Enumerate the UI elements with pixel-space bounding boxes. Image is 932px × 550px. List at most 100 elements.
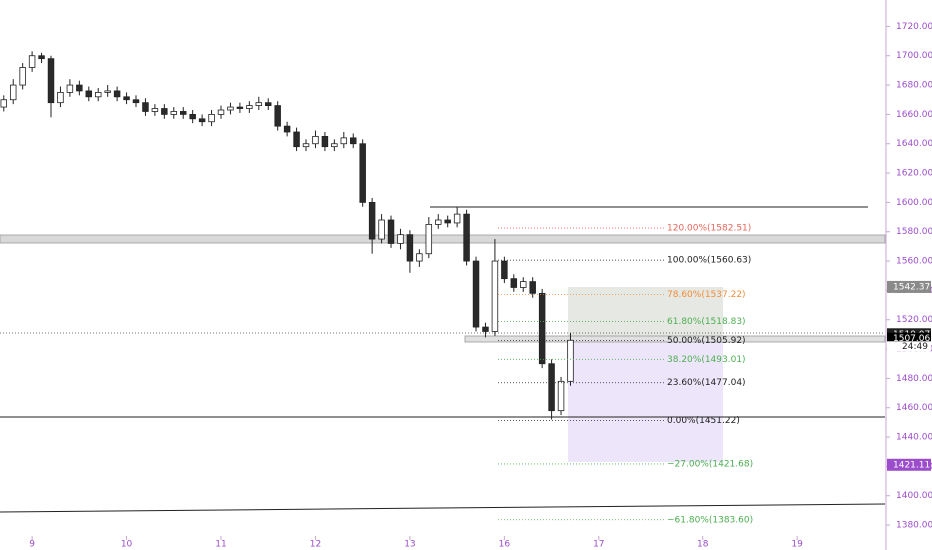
candle-body <box>444 219 451 224</box>
candle-body <box>283 125 291 133</box>
candle-body <box>255 102 263 106</box>
candle-body <box>491 260 499 332</box>
candle-body <box>198 118 206 123</box>
y-tick-label: 1380.00 <box>896 521 932 531</box>
candle-body <box>265 102 272 106</box>
candle-body <box>189 114 196 120</box>
x-tick-label: 17 <box>593 540 604 550</box>
candle-body <box>236 106 244 109</box>
price-tag-label: 1542.37 <box>893 282 930 292</box>
fib-label: −27.00%(1421.68) <box>667 459 753 469</box>
candle-body <box>19 67 26 86</box>
candle-body <box>246 105 253 109</box>
price-tag <box>887 280 931 293</box>
target-zone <box>568 338 723 462</box>
fib-label: 0.00%(1451.22) <box>667 416 740 426</box>
y-tick-label: 1580.00 <box>896 227 932 237</box>
candle-body <box>387 219 395 244</box>
candle-body <box>28 55 36 68</box>
fib-label: 78.60%(1537.22) <box>667 290 746 300</box>
price-tag-label: 1421.11 <box>893 460 930 470</box>
x-tick-label: 9 <box>29 540 35 550</box>
y-tick-label: 1720.00 <box>896 22 932 32</box>
entry-zone <box>464 335 886 343</box>
price-tag-label: 1507.06 <box>893 334 930 344</box>
y-tick-label: 1560.00 <box>896 257 932 267</box>
countdown-tag <box>887 341 931 352</box>
candle-body <box>501 260 508 280</box>
fib-label: −61.80%(1383.60) <box>667 515 753 525</box>
candle-body <box>368 201 376 240</box>
candle-body <box>350 137 357 145</box>
candle-body <box>66 84 74 93</box>
candle-body <box>321 135 329 148</box>
candles <box>0 51 574 420</box>
y-tick-label: 1700.00 <box>896 51 932 61</box>
candle-body <box>113 90 121 98</box>
candle-body <box>425 223 433 255</box>
stop-zone <box>568 287 723 338</box>
y-tick-label: 1600.00 <box>896 198 932 208</box>
candle-body <box>47 58 55 104</box>
candle-body <box>217 109 225 115</box>
y-tick-label: 1640.00 <box>896 139 932 149</box>
price-tag <box>887 458 931 471</box>
candle-body <box>132 99 140 104</box>
candle-body <box>397 234 404 244</box>
candle-body <box>104 90 111 93</box>
candle-body <box>161 108 168 115</box>
candle-body <box>57 92 64 104</box>
candle-body <box>340 137 348 145</box>
x-tick-label: 11 <box>215 540 226 550</box>
candle-body <box>274 105 281 127</box>
candle-body <box>180 111 187 115</box>
candle-body <box>406 234 414 262</box>
price-zone <box>0 234 886 244</box>
x-tick-label: 12 <box>310 540 321 550</box>
candle-body <box>227 106 234 111</box>
candle-body <box>302 143 310 148</box>
candle-body <box>378 219 385 240</box>
x-tick-label: 10 <box>121 540 133 550</box>
candle-body <box>94 92 102 98</box>
candle-body <box>9 84 17 101</box>
fib-label: 120.00%(1582.51) <box>667 224 751 234</box>
fib-label: 61.80%(1518.83) <box>667 317 746 327</box>
x-tick-label: 16 <box>499 540 511 550</box>
candle-body <box>208 114 215 123</box>
fib-label: 50.00%(1505.92) <box>667 336 746 346</box>
x-tick-label: 13 <box>404 540 415 550</box>
candle-body <box>359 143 366 203</box>
candle-body <box>557 380 565 412</box>
candle-body <box>293 131 300 148</box>
candle-body <box>453 213 461 224</box>
candle-body <box>463 213 470 262</box>
candle-body <box>312 135 319 145</box>
candle-body <box>76 84 83 92</box>
candle-body <box>482 326 489 332</box>
candle-body <box>416 253 423 262</box>
candle-body <box>567 339 574 382</box>
y-tick-label: 1440.00 <box>896 433 932 443</box>
candle-body <box>142 102 149 112</box>
candle-body <box>472 260 480 328</box>
candle-body <box>510 278 518 288</box>
candle-body <box>170 111 178 115</box>
fib-label: 23.60%(1477.04) <box>667 378 746 388</box>
y-tick-label: 1460.00 <box>896 403 932 413</box>
candle-body <box>538 292 546 365</box>
y-tick-label: 1400.00 <box>896 491 932 501</box>
candle-body <box>151 108 159 112</box>
countdown: 24:49 <box>902 342 928 352</box>
candle-body <box>529 281 536 294</box>
y-tick-label: 1620.00 <box>896 169 932 179</box>
x-tick-label: 18 <box>697 540 709 550</box>
x-tick-label: 19 <box>791 540 803 550</box>
candle-body <box>331 143 338 148</box>
candle-body <box>123 96 130 101</box>
candle-body <box>520 281 527 288</box>
fib-label: 100.00%(1560.63) <box>667 256 751 266</box>
trend-line <box>0 503 886 513</box>
